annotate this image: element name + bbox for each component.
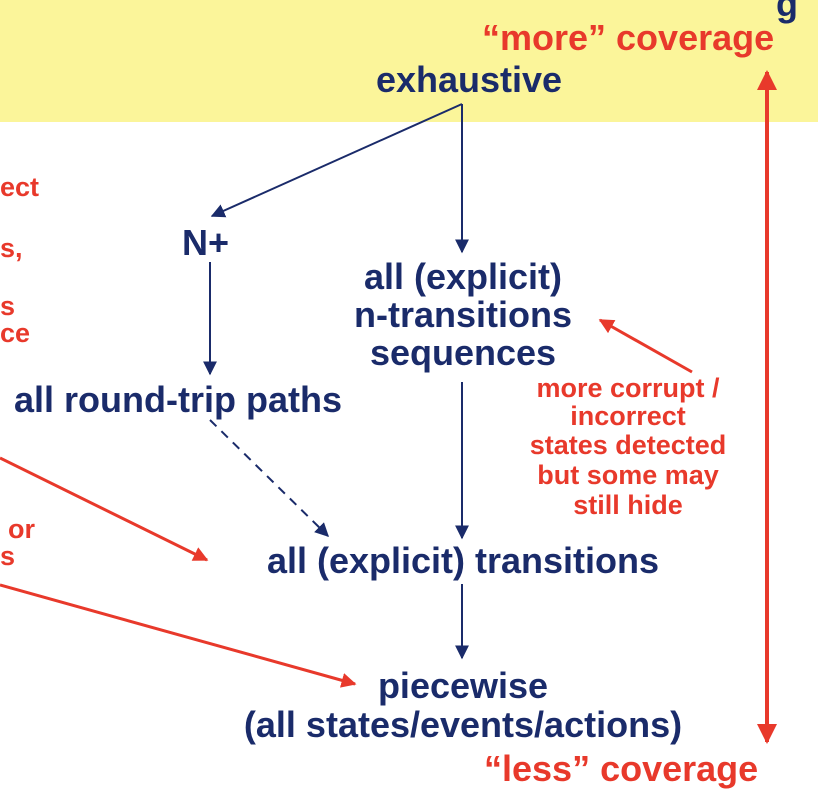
annotation-line-4: but some may <box>537 460 719 490</box>
arrow-left-to-piecewise <box>0 583 357 688</box>
annotation-line-3: states detected <box>529 430 727 460</box>
left-fragment-3: s <box>0 291 16 321</box>
left-fragment-5: or <box>8 514 35 544</box>
node-n-transitions-line-2: n-transitions <box>353 294 573 335</box>
annotation-line-1: more corrupt / <box>536 373 720 403</box>
node-exhaustive: exhaustive <box>375 59 563 100</box>
title-fragment: g <box>776 0 798 24</box>
annotation-line-5: still hide <box>573 490 683 520</box>
left-fragment-2: s, <box>0 233 23 263</box>
arrow-roundtrip-to-transitions-dashed <box>209 419 329 537</box>
left-fragment-6: s <box>0 541 16 571</box>
node-n-transitions-line-3: sequences <box>369 332 557 373</box>
node-piecewise-line-2: (all states/events/actions) <box>243 704 683 745</box>
more-coverage-label: “more” coverage <box>482 17 775 58</box>
node-round-trip: all round-trip paths <box>14 379 342 420</box>
less-coverage-label: “less” coverage <box>484 748 759 789</box>
left-fragment-1: ect <box>0 172 40 202</box>
arrow-left-to-transitions <box>0 456 209 562</box>
node-piecewise-line-1: piecewise <box>377 665 549 706</box>
annotation-line-2: incorrect <box>570 401 686 431</box>
node-n-transitions-line-1: all (explicit) <box>363 256 563 297</box>
arrow-exhaustive-to-nplus <box>210 103 463 218</box>
header-banner <box>0 0 818 122</box>
node-n-plus: N+ <box>182 222 230 263</box>
arrow-annotation-to-ntransitions <box>598 318 693 374</box>
left-fragment-4: ce <box>0 318 31 348</box>
node-transitions: all (explicit) transitions <box>266 540 660 581</box>
